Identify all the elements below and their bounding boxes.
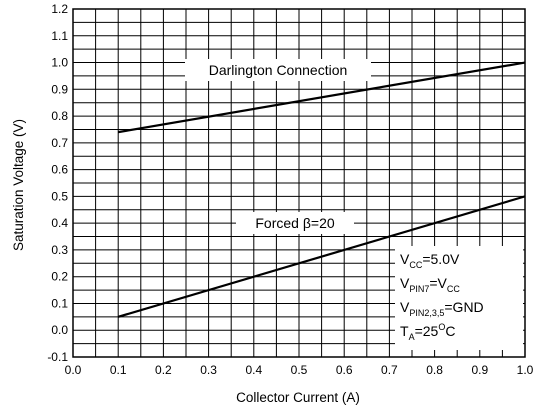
y-axis-label: Saturation Voltage (V) <box>11 119 26 251</box>
x-tick-label: 0.8 <box>426 363 443 377</box>
condition-vpin235: VPIN2,3,5=GND <box>400 299 484 318</box>
series-lines <box>117 61 526 318</box>
y-tick-label: 0.0 <box>51 323 68 337</box>
series-line-2 <box>117 195 526 318</box>
y-tick-label: 1.2 <box>51 2 68 16</box>
condition-vcc: VCC=5.0V <box>400 251 460 270</box>
conditions-box <box>395 246 523 350</box>
y-tick-label: 1.1 <box>51 29 68 43</box>
series-line-1 <box>118 61 526 134</box>
forced-annotation: Forced β=20 <box>255 215 334 231</box>
tick-labels: 0.0 0.1 0.2 0.3 0.4 0.5 0.6 0.7 0.8 0.9 1.0-0.10.0… <box>47 2 533 377</box>
x-tick-label: 0.3 <box>200 363 217 377</box>
y-tick-label: 0.2 <box>51 270 68 284</box>
y-tick-label: 0.6 <box>51 163 68 177</box>
x-tick-label: 0.1 <box>110 363 127 377</box>
x-tick-label: 0.0 <box>65 363 82 377</box>
y-tick-label: 0.7 <box>51 136 68 150</box>
darlington-annotation: Darlington Connection <box>209 62 348 78</box>
y-tick-label: 0.3 <box>51 243 68 257</box>
y-tick-label: -0.1 <box>47 350 68 364</box>
x-axis-label: Collector Current (A) <box>236 390 360 405</box>
beta-symbol: β <box>303 215 311 231</box>
forced-annotation-bg <box>236 212 354 234</box>
x-tick-label: 0.7 <box>381 363 398 377</box>
y-tick-label: 0.8 <box>51 109 68 123</box>
y-tick-label: 0.5 <box>51 189 68 203</box>
x-tick-label: 0.4 <box>245 363 262 377</box>
condition-vpin7: VPIN7=VCC <box>400 275 460 294</box>
darlington-annotation-bg <box>185 59 371 81</box>
x-tick-label: 0.2 <box>155 363 172 377</box>
x-tick-label: 1.0 <box>517 363 534 377</box>
y-tick-label: 0.4 <box>51 216 68 230</box>
plot-frame <box>72 8 526 358</box>
x-tick-label: 0.9 <box>471 363 488 377</box>
y-tick-label: 0.1 <box>51 296 68 310</box>
y-tick-label: 0.9 <box>51 82 68 96</box>
y-tick-label: 1.0 <box>51 56 68 70</box>
x-tick-label: 0.6 <box>336 363 353 377</box>
condition-ta: TA=25OC <box>400 322 455 342</box>
x-tick-label: 0.5 <box>291 363 308 377</box>
